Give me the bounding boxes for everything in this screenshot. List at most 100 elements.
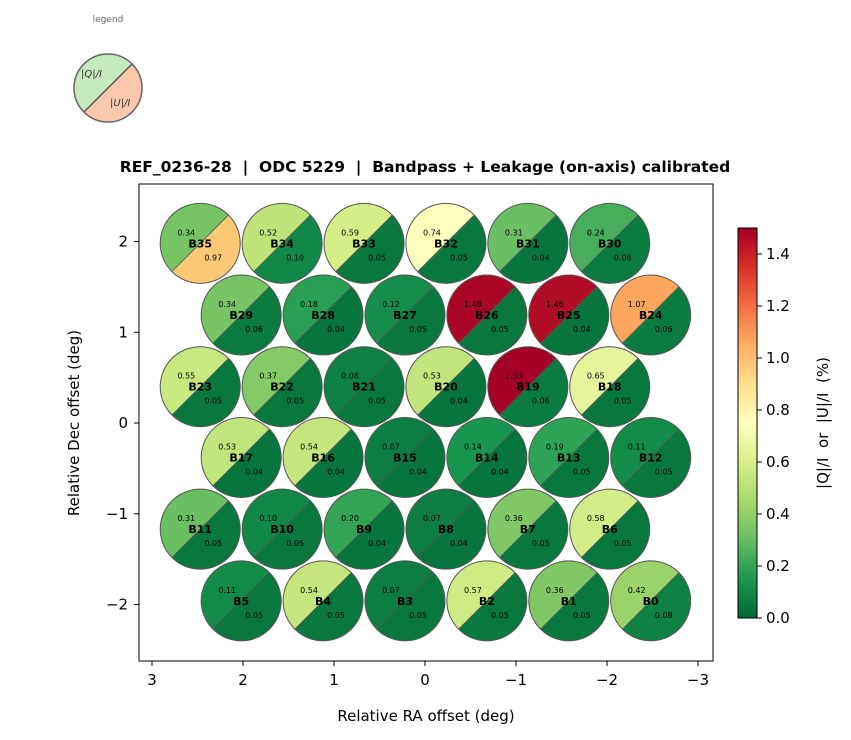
beam-q-value: 0.55: [177, 372, 195, 381]
beam-u-half: [376, 286, 445, 355]
beam-outline: [528, 560, 610, 642]
legend-divider: [83, 63, 133, 113]
colorbar-tick-label: 0.2: [766, 557, 790, 575]
beam-u-half: [417, 215, 486, 284]
beam-outline: [528, 274, 610, 356]
beam-u-half: [171, 500, 241, 570]
beam-outline: [364, 274, 446, 356]
beam-outline: [200, 560, 282, 642]
legend-title: legend: [93, 15, 124, 25]
beam-divider: [581, 358, 639, 416]
beam-u-half: [417, 358, 486, 427]
beam-u-value: 0.05: [368, 397, 386, 406]
beam-label: B18: [598, 381, 622, 394]
beam-u-value: 0.04: [450, 539, 468, 548]
beam-outline: [487, 346, 569, 428]
beam-outline: [610, 274, 692, 356]
beam-divider: [253, 500, 311, 558]
beam-divider: [335, 358, 393, 416]
beam-q-half: [242, 489, 311, 558]
beam-markers: 0.34B350.970.52B340.100.59B330.050.74B32…: [159, 202, 692, 642]
beam-q-value: 0.11: [218, 586, 236, 595]
colorbar-tick-label: 1.4: [766, 245, 790, 263]
beam-label: B3: [397, 595, 413, 608]
y-axis-ticks: 2 1 0 −1 −2: [106, 233, 139, 614]
beam-outline: [569, 346, 651, 428]
beam-q-half: [610, 275, 679, 344]
y-tick-label: 2: [118, 233, 128, 251]
beam-label: B33: [352, 237, 376, 250]
beam-q-half: [487, 489, 557, 558]
colorbar-tick-label: 0.8: [766, 401, 790, 419]
beam-divider: [417, 500, 475, 558]
beam-outline: [528, 416, 610, 498]
beam-outline: [610, 560, 692, 642]
beam-outline: [200, 416, 282, 498]
beam-divider: [581, 214, 639, 272]
beam-q-value: 0.34: [218, 300, 236, 309]
beam-u-value: 0.05: [450, 253, 468, 262]
beam-u-value: 0.97: [204, 253, 222, 262]
beam-u-half: [581, 215, 650, 284]
beam-outline: [200, 274, 282, 356]
beam-u-half: [581, 500, 650, 570]
beam-label: B25: [557, 309, 581, 322]
beam-divider: [376, 428, 434, 487]
beam-u-half: [212, 286, 282, 356]
beam-u-half: [540, 572, 609, 641]
beam-divider: [622, 572, 680, 630]
beam-label: B4: [315, 595, 331, 608]
beam-label: B34: [270, 237, 294, 250]
beam-q-value: 0.10: [259, 514, 277, 523]
beam-q-value: 0.59: [341, 228, 359, 237]
beam-q-value: 0.37: [259, 372, 277, 381]
beam-label: B15: [393, 451, 417, 464]
beam-q-half: [201, 560, 270, 630]
beam-q-value: 0.74: [423, 228, 441, 237]
beam-q-half: [528, 417, 598, 486]
beam-u-half: [458, 286, 527, 355]
beam-outline: [282, 416, 364, 498]
beam-q-value: 1.48: [464, 300, 482, 309]
beam-q-value: 0.54: [300, 586, 318, 595]
beam-outline: [364, 416, 446, 498]
beam-q-half: [487, 346, 557, 415]
beam-q-half: [283, 417, 352, 486]
beam-divider: [294, 428, 352, 487]
beam-u-value: 0.05: [327, 611, 345, 620]
beam-label: B13: [557, 451, 581, 464]
beam-label: B22: [270, 381, 294, 394]
beam-q-half: [324, 489, 393, 558]
beam-label: B14: [475, 451, 499, 464]
beam-u-value: 0.06: [655, 325, 673, 334]
beam-divider: [376, 572, 434, 630]
beam-u-value: 0.06: [532, 397, 550, 406]
beam-q-value: 0.18: [300, 300, 318, 309]
beam-label: B20: [434, 381, 458, 394]
beam-outline: [323, 202, 405, 284]
beam-u-half: [253, 358, 323, 427]
legend-u-half: [83, 63, 142, 122]
beam-q-value: 0.65: [587, 372, 605, 381]
beam-u-half: [417, 500, 486, 570]
x-axis-ticks: 3 2 1 0 −1 −2 −3: [147, 661, 709, 689]
colorbar-gradient: [737, 227, 758, 619]
beam-q-value: 0.20: [341, 514, 359, 523]
beam-divider: [458, 428, 516, 487]
legend-circle-outline: [73, 53, 143, 123]
beam-label: B19: [516, 381, 540, 394]
